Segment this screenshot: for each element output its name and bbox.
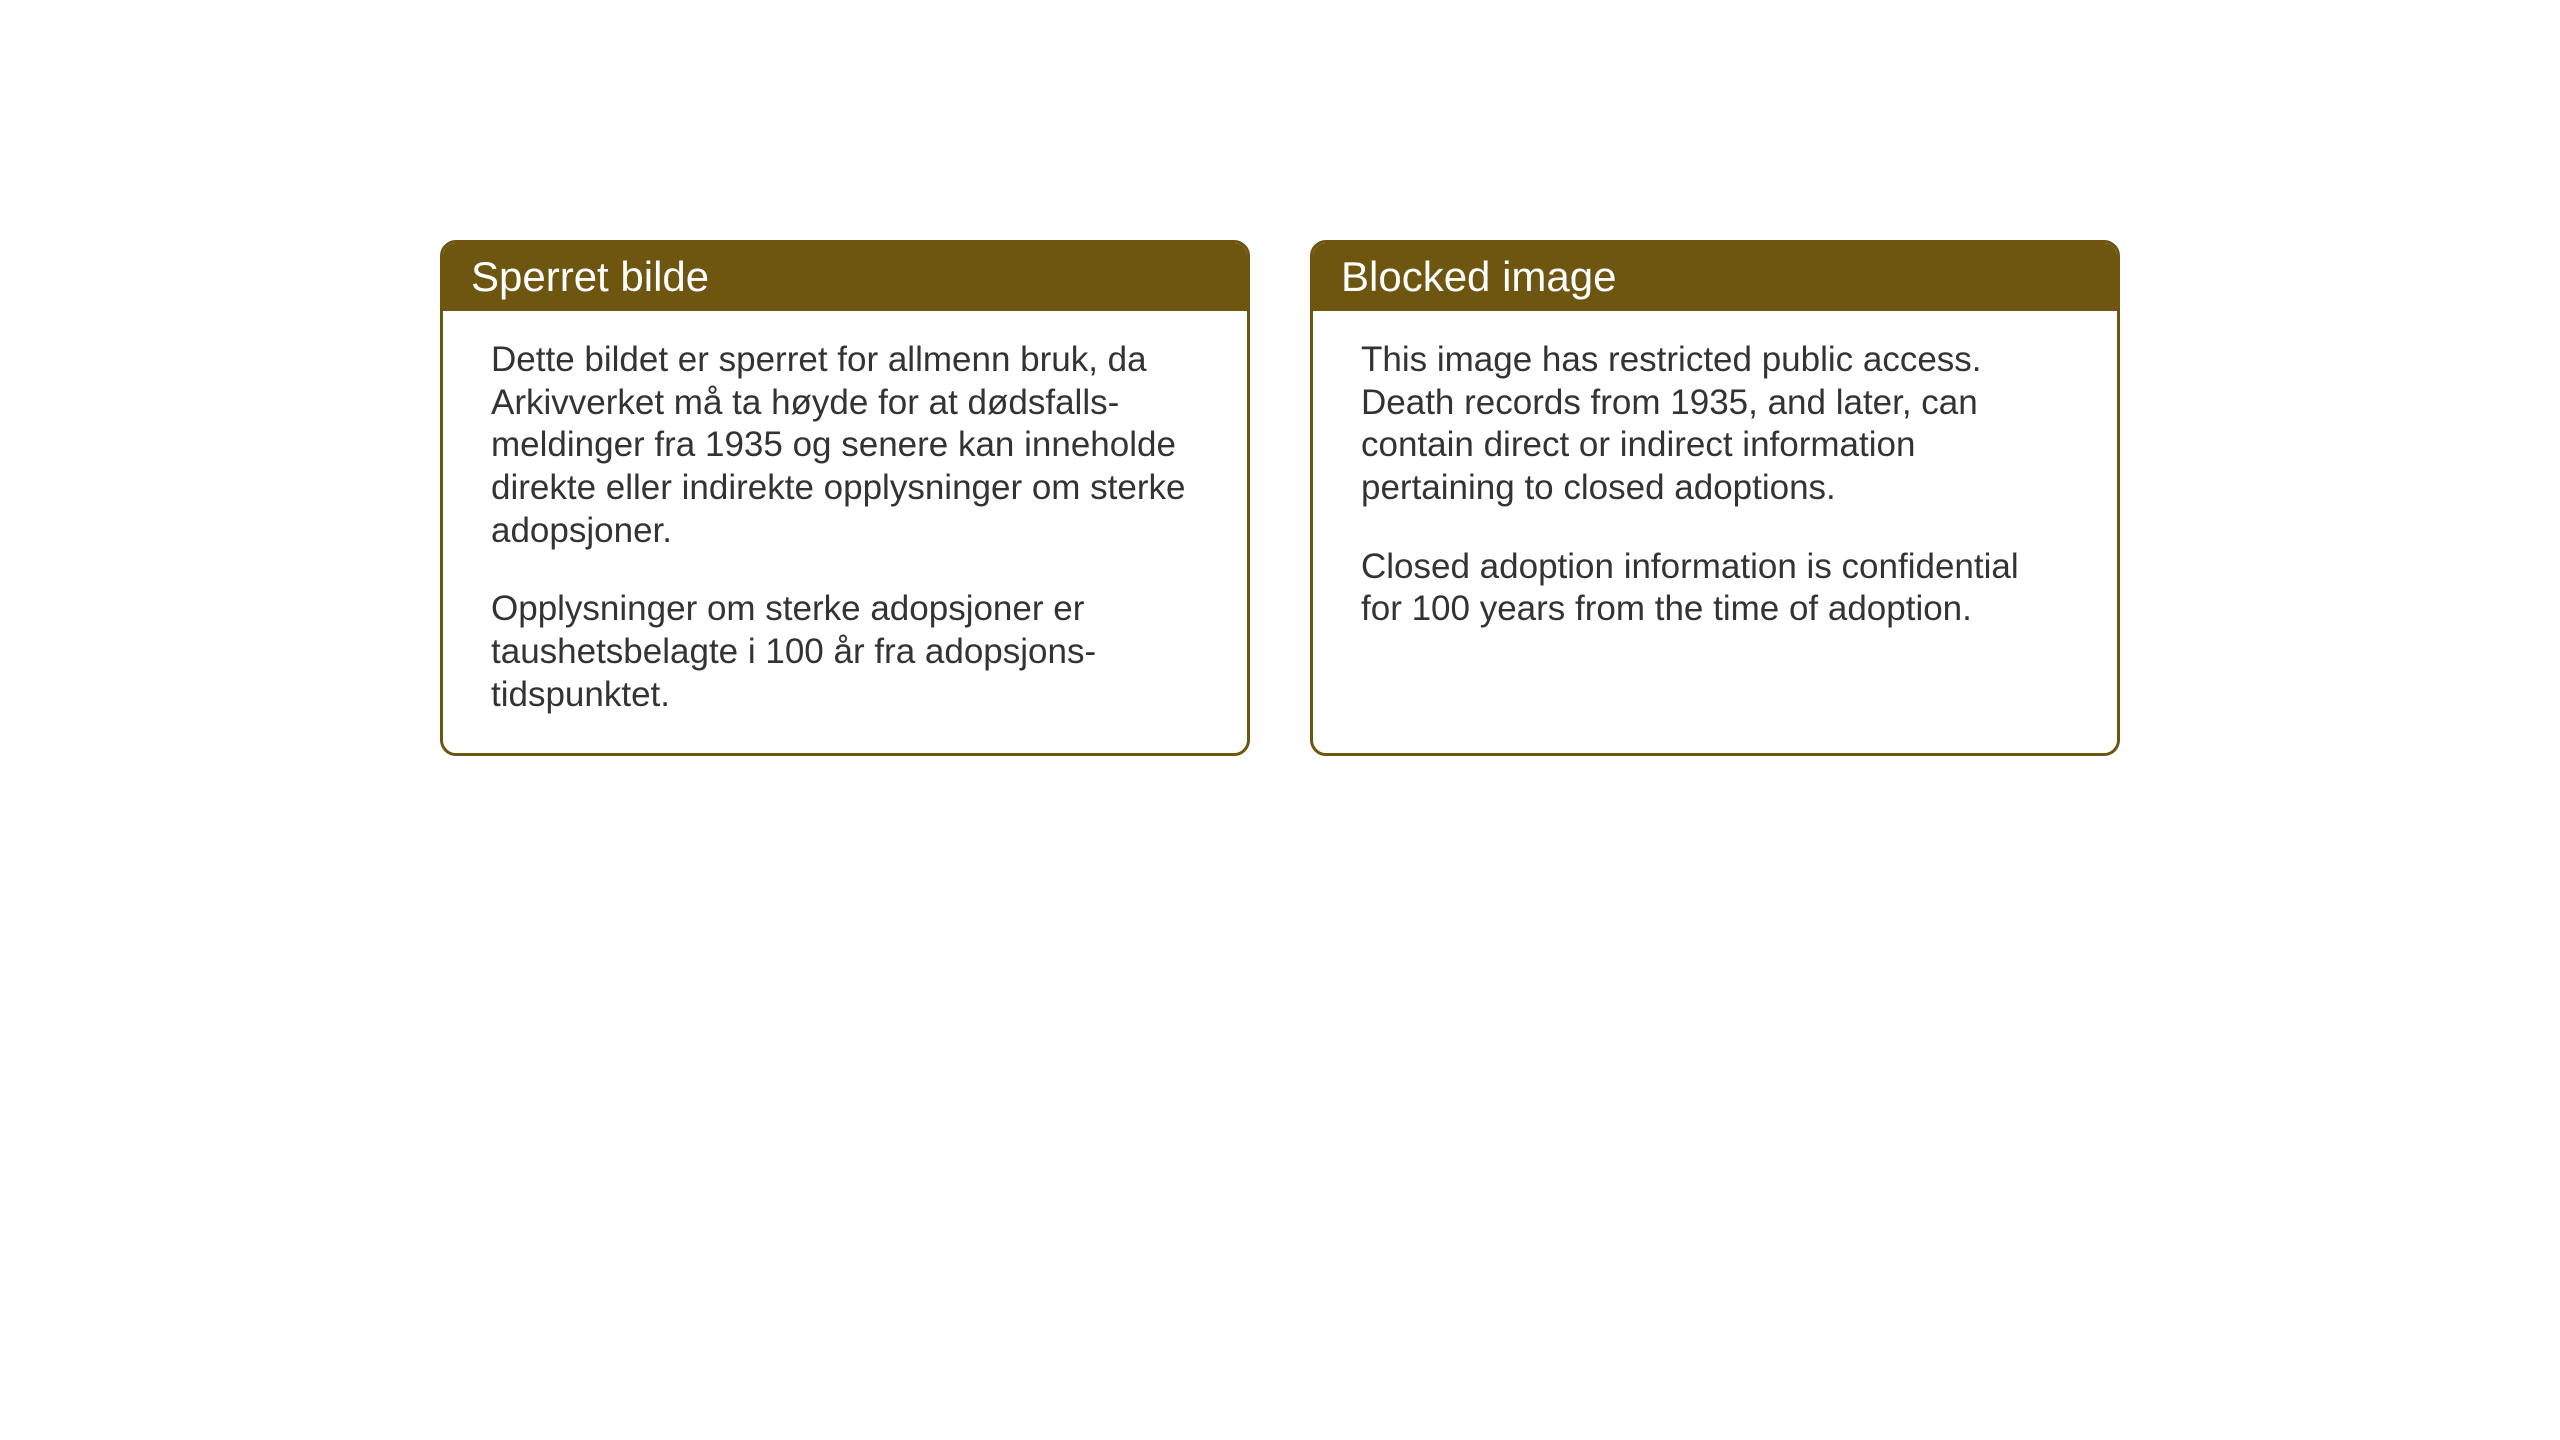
card-header-english: Blocked image <box>1313 243 2117 311</box>
card-body-norwegian: Dette bildet er sperret for allmenn bruk… <box>443 311 1247 753</box>
card-paragraph-2-norwegian: Opplysninger om sterke adopsjoner er tau… <box>491 588 1199 716</box>
card-title-english: Blocked image <box>1341 253 1616 300</box>
card-paragraph-1-norwegian: Dette bildet er sperret for allmenn bruk… <box>491 339 1199 552</box>
card-paragraph-1-english: This image has restricted public access.… <box>1361 339 2069 510</box>
notice-card-english: Blocked image This image has restricted … <box>1310 240 2120 756</box>
card-body-english: This image has restricted public access.… <box>1313 311 2117 667</box>
card-paragraph-2-english: Closed adoption information is confident… <box>1361 546 2069 631</box>
notice-card-norwegian: Sperret bilde Dette bildet er sperret fo… <box>440 240 1250 756</box>
card-container: Sperret bilde Dette bildet er sperret fo… <box>440 240 2120 756</box>
card-title-norwegian: Sperret bilde <box>471 253 709 300</box>
card-header-norwegian: Sperret bilde <box>443 243 1247 311</box>
